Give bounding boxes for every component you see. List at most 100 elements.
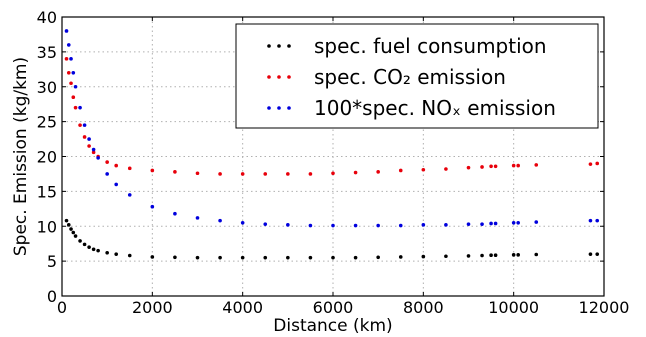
data-point <box>195 216 200 220</box>
x-tick-label: 0 <box>57 298 67 317</box>
legend-box <box>235 23 599 129</box>
x-tick-label: 4000 <box>222 298 263 317</box>
data-point <box>240 255 245 260</box>
data-point <box>353 223 358 228</box>
x-tick-label: 2000 <box>132 298 173 317</box>
legend-entry-label: spec. CO₂ emission <box>314 65 506 89</box>
data-point <box>466 254 471 258</box>
data-point <box>263 172 268 176</box>
data-point <box>516 220 520 225</box>
data-point <box>71 230 76 235</box>
data-point <box>398 223 403 228</box>
data-point <box>71 71 76 75</box>
data-point <box>308 223 313 228</box>
y-axis-label: Spec. Emission (kg/km) <box>11 57 31 256</box>
data-point <box>69 227 73 231</box>
data-point <box>66 43 71 47</box>
data-point <box>195 255 200 260</box>
data-point <box>480 222 484 226</box>
data-point <box>105 160 109 164</box>
data-point <box>421 223 426 227</box>
data-point <box>91 150 96 155</box>
data-point <box>376 170 380 174</box>
data-point <box>493 221 498 226</box>
data-point <box>66 71 71 75</box>
axis-ticks: 0 2000 4000 6000 8000 10000 12000 0 5 10 15 20 25 30 3… <box>37 8 630 317</box>
data-point <box>588 162 593 166</box>
data-point <box>493 253 498 257</box>
data-point <box>466 222 471 226</box>
data-point <box>240 220 245 225</box>
y-tick-label: 35 <box>37 43 57 62</box>
data-point <box>114 163 118 168</box>
data-point <box>466 165 471 170</box>
data-point <box>534 252 539 257</box>
data-point <box>480 165 484 169</box>
data-point <box>376 255 380 260</box>
data-point <box>489 164 493 169</box>
data-point <box>595 161 600 166</box>
data-point <box>127 166 132 171</box>
data-point <box>150 255 155 259</box>
data-point <box>534 163 539 167</box>
x-tick-label: 8000 <box>403 298 444 317</box>
data-point <box>511 220 516 225</box>
data-point <box>195 171 200 176</box>
data-point <box>64 57 69 61</box>
data-point <box>78 105 82 110</box>
data-point <box>150 204 155 209</box>
data-point <box>150 168 155 173</box>
data-point <box>105 172 109 176</box>
data-point <box>218 172 222 176</box>
y-tick-label: 25 <box>37 113 57 132</box>
data-point <box>511 253 516 257</box>
data-point <box>71 95 76 100</box>
series-0-points <box>64 218 600 260</box>
data-point <box>588 252 593 256</box>
data-point <box>218 255 222 260</box>
legend-marker <box>277 75 281 79</box>
data-point <box>516 253 520 257</box>
legend-entry-label: 100*spec. NOₓ emission <box>314 96 556 120</box>
series-2-points <box>64 29 600 228</box>
y-tick-label: 40 <box>37 8 57 27</box>
data-point <box>595 218 600 223</box>
y-tick-label: 5 <box>47 252 57 271</box>
data-point <box>353 170 358 175</box>
data-point <box>308 255 313 260</box>
data-point <box>64 218 69 223</box>
data-point <box>376 223 380 228</box>
y-tick-label: 15 <box>37 182 57 201</box>
data-point <box>69 57 73 61</box>
data-point <box>64 29 69 33</box>
y-tick-label: 0 <box>47 287 57 306</box>
data-point <box>87 137 91 141</box>
data-point <box>421 254 426 259</box>
data-point <box>173 211 177 216</box>
data-point <box>173 170 177 174</box>
data-point <box>534 220 539 224</box>
data-point <box>444 223 448 227</box>
data-point <box>82 123 87 127</box>
data-point <box>82 135 87 139</box>
data-point <box>263 255 268 260</box>
data-point <box>286 223 290 227</box>
data-point <box>91 247 96 252</box>
legend-marker <box>277 44 281 48</box>
data-point <box>127 193 132 197</box>
legend-marker <box>287 106 291 110</box>
series-1-points <box>64 57 600 176</box>
data-point <box>353 255 358 260</box>
data-point <box>516 163 520 168</box>
data-point <box>73 234 78 238</box>
data-point <box>73 84 78 89</box>
data-point <box>69 81 73 86</box>
legend-marker <box>267 106 271 110</box>
data-point <box>114 182 118 187</box>
data-point <box>66 223 71 227</box>
data-point <box>78 239 82 243</box>
data-point <box>78 123 82 127</box>
data-point <box>398 255 403 259</box>
legend-marker <box>287 75 291 79</box>
